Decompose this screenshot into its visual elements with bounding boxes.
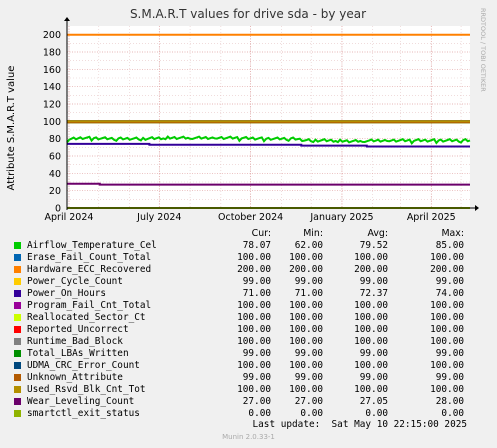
x-axis-arrow — [475, 205, 479, 211]
series-line-wear-leveling-count — [67, 182, 470, 186]
y-tick-label: 200 — [43, 30, 61, 41]
x-tick-labels: April 2024 July 2024 October 2024 January 2… — [45, 212, 456, 223]
y-tick-label: 40 — [49, 169, 61, 180]
y-tick-label: 60 — [49, 152, 61, 163]
y-tick-labels: 0 20 40 60 80 100 120 140 160 180 200 — [43, 30, 61, 214]
series-lines — [66, 33, 471, 209]
munin-version: Munin 2.0.33-1 — [222, 433, 275, 441]
chart-title: S.M.A.R.T values for drive sda - by year — [130, 7, 366, 21]
y-tick-label: 80 — [49, 134, 61, 145]
y-tick-label: 180 — [43, 48, 61, 59]
series-line-power-on-hours — [67, 142, 470, 148]
y-tick-label: 120 — [43, 100, 61, 111]
y-tick-label: 100 — [43, 117, 61, 128]
y-tick-label: 140 — [43, 82, 61, 93]
x-tick-label: April 2024 — [45, 212, 94, 223]
axes — [64, 17, 479, 211]
rrdtool-label: RRDTOOL / TOBI OETIKER — [479, 8, 487, 92]
x-tick-label: April 2025 — [407, 212, 456, 223]
y-axis-arrow — [64, 17, 70, 21]
x-tick-label: January 2025 — [309, 212, 373, 223]
y-tick-label: 160 — [43, 65, 61, 76]
last-update: Last update: Sat May 10 22:15:00 2025 — [252, 419, 467, 430]
y-axis-label: Attribute S.M.A.R.T value — [6, 66, 17, 191]
y-tick-label: 0 — [55, 204, 61, 215]
x-tick-label: July 2024 — [136, 212, 181, 223]
x-tick-label: October 2024 — [218, 212, 283, 223]
plot-area — [67, 26, 470, 208]
series-line-airflow-temperature-cel — [66, 135, 471, 145]
y-tick-label: 20 — [49, 186, 61, 197]
rrdtool-watermark: RRDTOOL / TOBI OETIKER — [479, 8, 487, 92]
